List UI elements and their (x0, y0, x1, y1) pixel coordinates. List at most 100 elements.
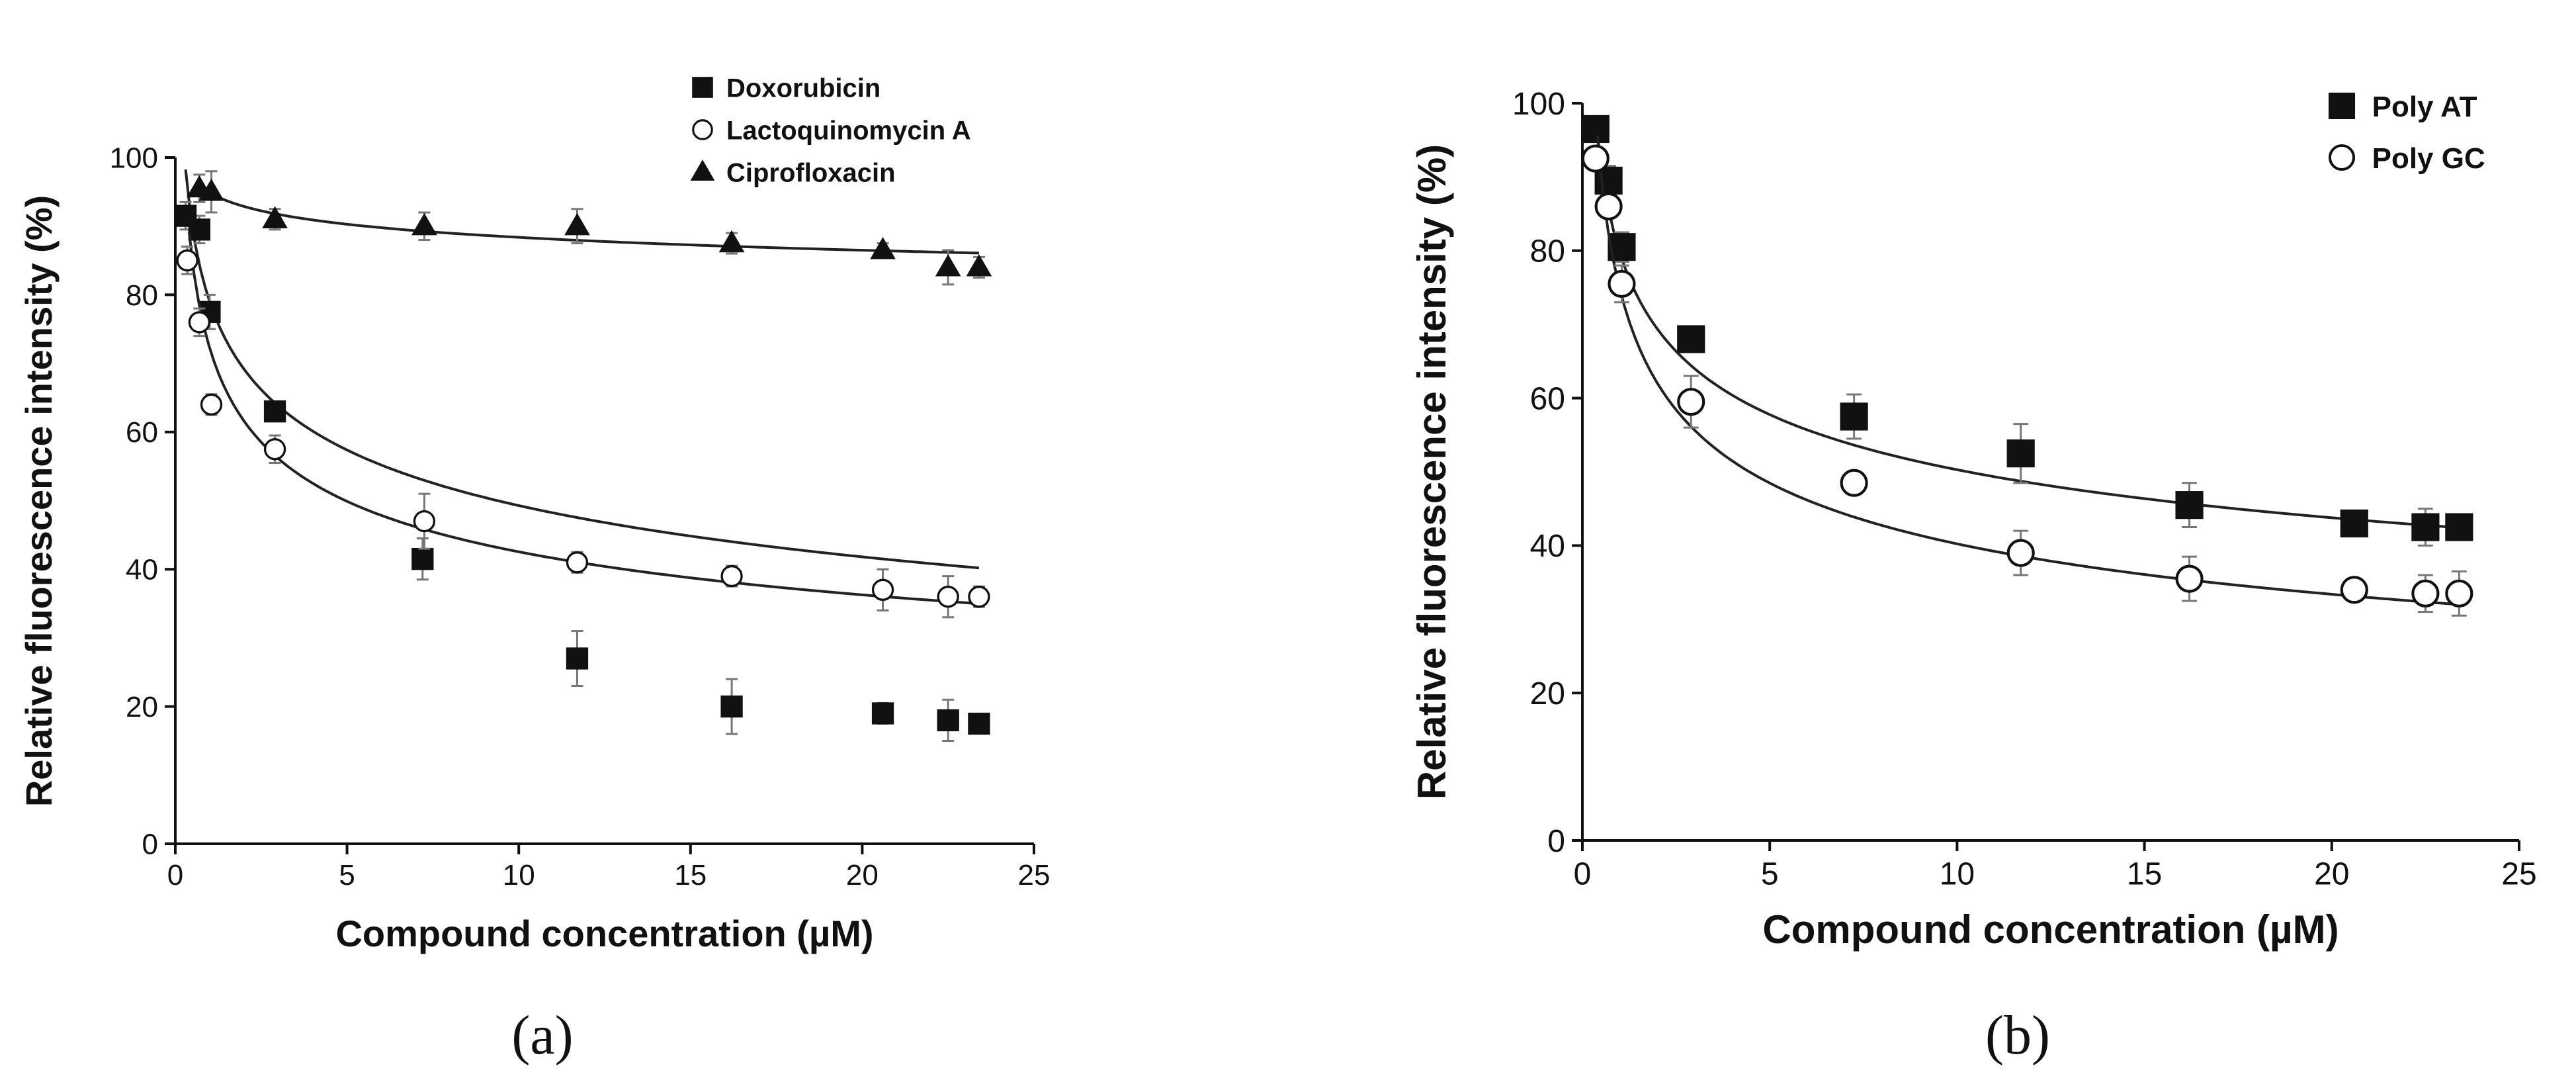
data-point (1840, 402, 1868, 431)
data-point (2006, 439, 2035, 468)
data-point (937, 586, 959, 608)
y-tick-label: 40 (1530, 529, 1565, 564)
data-point (176, 249, 198, 272)
x-tick-label: 5 (339, 859, 355, 891)
y-tick-label: 100 (1512, 87, 1565, 122)
data-point (2445, 513, 2473, 541)
legend-label: Poly AT (2372, 91, 2477, 123)
y-tick-label: 0 (142, 828, 158, 860)
data-point (1677, 325, 1705, 353)
legend-marker (692, 77, 713, 98)
y-tick-label: 20 (126, 691, 158, 723)
y-tick-label: 20 (1530, 676, 1565, 711)
data-point (2411, 513, 2440, 541)
data-point (564, 212, 590, 236)
data-point (566, 647, 589, 670)
data-point (870, 237, 896, 259)
data-point (188, 311, 210, 334)
y-tick-label: 40 (126, 554, 158, 586)
x-axis-title: Compound concentration (µM) (1762, 907, 2339, 952)
x-axis-title: Compound concentration (µM) (335, 913, 873, 954)
data-point (200, 393, 223, 416)
series-poly-gc (1581, 135, 2473, 617)
data-point (1677, 388, 1705, 416)
y-tick-label: 60 (1530, 381, 1565, 416)
data-point (968, 712, 990, 735)
data-point (198, 179, 224, 201)
data-point (720, 695, 743, 718)
data-point (2340, 576, 2368, 604)
data-point (720, 565, 743, 588)
series-lactoquinomycin-a (176, 231, 990, 619)
data-point (566, 551, 589, 574)
fit-curve (198, 184, 979, 255)
legend-entry: Doxorubicin (692, 73, 880, 103)
legend-label: Poly GC (2372, 142, 2485, 175)
x-tick-label: 25 (2501, 856, 2536, 891)
data-point (1581, 144, 1610, 173)
y-tick-label: 80 (1530, 234, 1565, 269)
data-point (1594, 192, 1623, 221)
fit-curve (1596, 135, 2460, 606)
x-tick-label: 25 (1018, 859, 1051, 891)
x-tick-label: 0 (167, 859, 183, 891)
data-point (262, 206, 288, 228)
legend-label: Lactoquinomycin A (726, 116, 971, 145)
legend-marker (2328, 144, 2356, 171)
x-tick-label: 15 (2127, 856, 2162, 891)
data-point (2445, 579, 2473, 608)
data-point (1608, 269, 1636, 298)
panel-a-chart: 0 5 10 15 20 25 0 20 40 60 80 100 Compound concentra… (18, 73, 1050, 1066)
fit-curve (187, 231, 980, 606)
series-ciprofloxacin (186, 170, 992, 286)
data-point (263, 400, 286, 423)
panel-label: (a) (511, 1005, 573, 1066)
legend-entry: Lactoquinomycin A (692, 116, 971, 145)
data-point (871, 702, 894, 725)
legend-marker (2328, 92, 2356, 120)
x-tick-label: 20 (2314, 856, 2349, 891)
data-point (718, 230, 745, 253)
panel-b-chart: 0 5 10 15 20 25 0 20 40 60 80 100 Compound concentra… (1410, 87, 2537, 1066)
data-point (411, 212, 437, 236)
legend-entry: Ciprofloxacin (690, 158, 896, 187)
data-point (966, 254, 992, 277)
data-point (2340, 509, 2368, 538)
data-point (413, 510, 436, 533)
x-tick-label: 5 (1761, 856, 1779, 891)
panel-label: (b) (1985, 1005, 2050, 1066)
data-point (411, 547, 434, 570)
y-tick-label: 100 (110, 142, 158, 174)
y-tick-label: 0 (1547, 824, 1565, 859)
data-point (2175, 565, 2204, 593)
data-point (2411, 579, 2440, 608)
x-tick-label: 20 (846, 859, 879, 891)
data-point (1840, 469, 1868, 497)
legend-marker (690, 159, 715, 181)
x-tick-label: 0 (1574, 856, 1592, 891)
y-axis-title: Relative fluorescence intensity (%) (1410, 144, 1454, 799)
legend-marker (692, 119, 713, 140)
legend-entry: Poly GC (2328, 142, 2485, 175)
data-point (2006, 539, 2035, 567)
legend-entry: Poly AT (2328, 91, 2477, 123)
y-tick-label: 80 (126, 279, 158, 312)
y-axis-title: Relative fluorescence intensity (%) (18, 195, 60, 807)
y-tick-label: 60 (126, 416, 158, 449)
data-point (263, 438, 286, 461)
fit-curve (184, 169, 980, 570)
series-poly-at (1581, 114, 2473, 547)
data-point (935, 254, 961, 277)
data-point (968, 586, 990, 608)
legend-label: Doxorubicin (726, 73, 880, 103)
series-doxorubicin (174, 169, 990, 742)
data-point (1581, 114, 1610, 144)
fit-curve (1596, 134, 2460, 529)
x-tick-label: 15 (674, 859, 707, 891)
data-point (2175, 491, 2204, 519)
data-point (188, 218, 210, 241)
data-point (871, 578, 894, 601)
x-tick-label: 10 (1940, 856, 1975, 891)
legend-label: Ciprofloxacin (726, 158, 896, 187)
